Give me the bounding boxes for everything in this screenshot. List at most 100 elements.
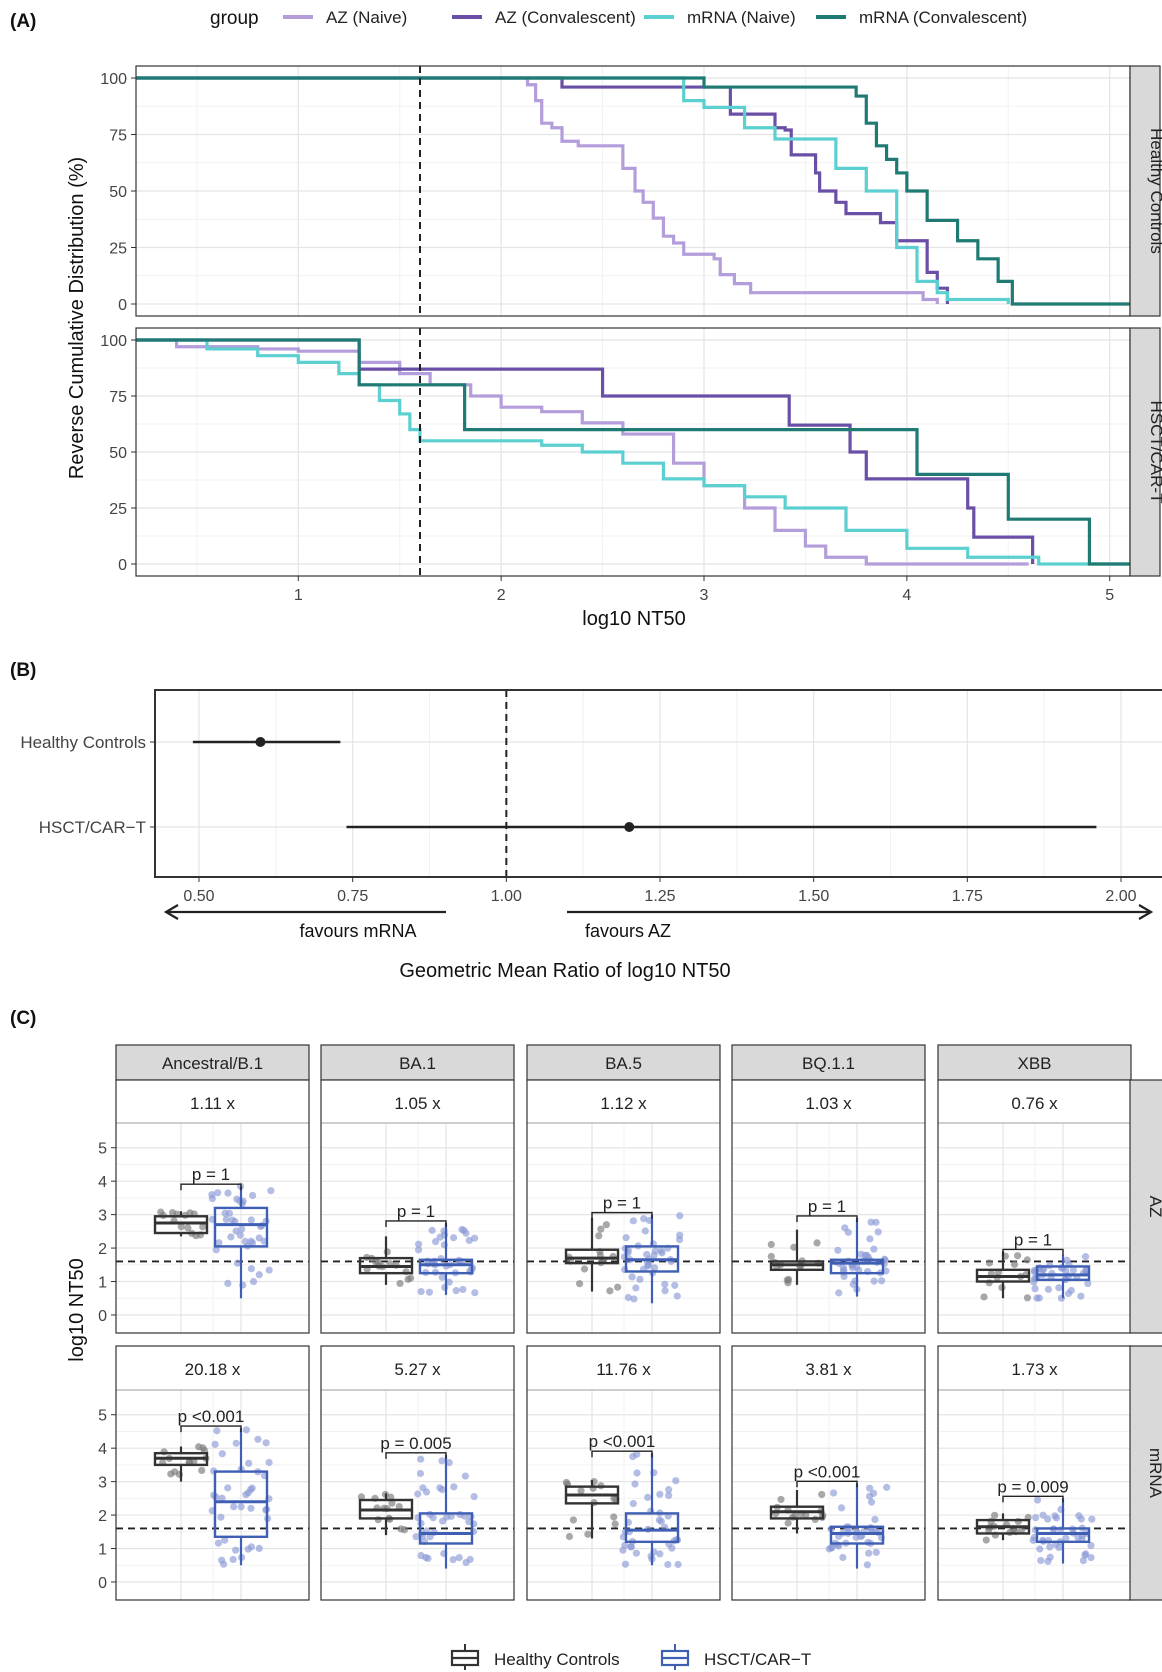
data-point [871,1515,879,1524]
data-point [577,1487,585,1495]
fold-ratio-label: 0.76 x [1011,1094,1058,1113]
p-value-label: p = 0.009 [997,1477,1068,1496]
data-point [262,1439,270,1447]
data-point [438,1486,446,1494]
fold-ratio-label: 1.12 x [600,1094,647,1113]
data-point [459,1285,467,1294]
data-point [825,1545,833,1553]
data-point [417,1287,425,1296]
facet-strip [526,1044,721,1081]
data-point [438,1457,446,1465]
data-point [397,1525,405,1533]
data-point [383,1248,391,1256]
significance-bracket [180,1183,242,1191]
data-point [867,1218,875,1226]
y-tick-label: 0 [98,1308,107,1325]
fold-ratio-label: 1.05 x [394,1094,441,1113]
data-point [870,1245,878,1253]
series-line-az-naive [136,338,1029,566]
data-point [247,1504,255,1512]
data-point [218,1450,226,1458]
facet-label: Ancestral/B.1 [162,1054,263,1073]
data-point [462,1558,470,1567]
data-point [874,1228,882,1236]
data-point [215,1239,223,1247]
data-point [455,1554,463,1562]
data-point [597,1225,605,1233]
y-tick-label: 100 [100,71,127,88]
data-point [417,1455,425,1463]
facet-strip [320,1044,515,1081]
box [213,1470,269,1539]
data-point [844,1228,852,1236]
box [418,1512,474,1545]
y-tick-label: 5 [98,1408,107,1425]
data-point [622,1234,630,1242]
series-line-az-naive [136,76,939,304]
panel-label-b: (B) [10,660,36,681]
data-point [229,1555,237,1564]
data-point [177,1223,185,1231]
data-point [428,1226,436,1234]
data-point [606,1287,614,1295]
data-point [414,1246,423,1254]
box [564,1248,620,1265]
data-point [222,1215,230,1224]
fold-ratio-label: 3.81 x [805,1360,852,1379]
data-point [829,1489,838,1497]
data-point [224,1189,232,1197]
data-point [249,1277,258,1286]
data-point [621,1541,629,1549]
legend-title: group [210,8,259,29]
data-point [641,1227,649,1235]
data-point [675,1235,684,1244]
facet-strip [731,1044,926,1081]
data-point [217,1513,225,1521]
x-tick-label: 1.75 [952,888,983,905]
data-point [1051,1512,1059,1520]
data-point [396,1279,404,1288]
facet-label: mRNA [1146,1448,1162,1499]
data-point [673,1292,681,1300]
data-point [985,1279,993,1287]
data-point [849,1280,857,1288]
data-point [665,1491,673,1500]
data-point [407,1274,415,1282]
p-value-label: p = 1 [808,1197,846,1216]
p-value-label: p = 1 [603,1194,641,1213]
significance-bracket [385,1220,447,1227]
data-point [1055,1284,1063,1292]
facet-label: BA.5 [605,1054,642,1073]
data-point [247,1265,255,1273]
y-tick-label: 25 [109,241,127,258]
data-point [425,1288,434,1296]
y-tick-label: 2 [98,1241,107,1258]
x-tick-label: 4 [902,587,911,604]
box [1035,1265,1091,1282]
facet-label: BA.1 [399,1054,436,1073]
panel-border [115,1079,310,1334]
data-point [980,1293,988,1301]
favours-mrna-arrow [163,904,446,920]
favours-mrna-label: favours mRNA [299,921,416,941]
fold-ratio-label: 20.18 x [185,1360,241,1379]
series-line-mrna-naive [136,76,1010,304]
data-point [985,1259,994,1267]
y-tick-label: 3 [98,1208,107,1225]
data-point [414,1490,422,1498]
series-line-mrna-convalescent [136,76,1130,306]
data-point [213,1427,221,1435]
data-point [1033,1294,1041,1302]
y-tick-label: 75 [109,389,127,406]
data-point [656,1550,664,1558]
legend-label: HSCT/CAR−T [704,1650,811,1669]
x-axis-label: log10 NT50 [582,608,685,630]
data-point [1031,1285,1039,1293]
y-tick-label: 0 [98,1575,107,1592]
data-point [767,1240,775,1249]
y-axis-label: Reverse Cumulative Distribution (%) [66,157,88,479]
facet-label: BQ.1.1 [802,1054,855,1073]
panel-label-a: (A) [10,11,36,32]
y-tick-label: 75 [109,128,127,145]
data-point [664,1560,672,1569]
